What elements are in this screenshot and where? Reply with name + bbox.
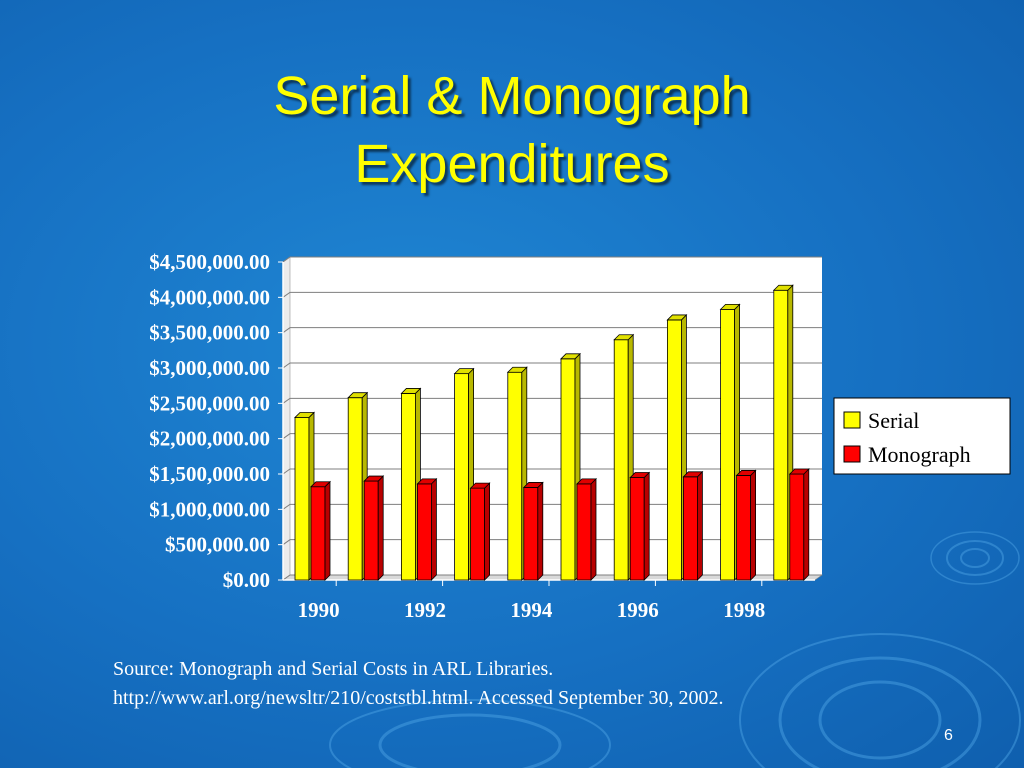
y-tick-label: $2,000,000.00 bbox=[149, 427, 270, 451]
source-line-2: http://www.arl.org/newsltr/210/coststbl.… bbox=[113, 687, 724, 709]
gridline bbox=[282, 433, 822, 440]
plot-side-wall bbox=[282, 256, 291, 581]
gridline bbox=[282, 362, 822, 369]
bar-monograph-1991 bbox=[363, 475, 385, 581]
bar-serial-1998 bbox=[719, 303, 741, 581]
bar-monograph-1998 bbox=[735, 469, 757, 581]
x-tick-label: 1994 bbox=[510, 598, 553, 622]
bar-monograph-1997 bbox=[682, 470, 704, 581]
bar-monograph-1996 bbox=[629, 471, 651, 581]
legend bbox=[833, 397, 1011, 475]
slide-title-line-2: Expenditures bbox=[354, 134, 670, 194]
x-tick-label: 1990 bbox=[298, 598, 340, 622]
gridline bbox=[282, 327, 822, 334]
bar-monograph-1993 bbox=[469, 482, 491, 581]
bar-monograph-1990 bbox=[310, 480, 331, 581]
y-tick-label: $0.00 bbox=[223, 568, 270, 592]
gridline bbox=[282, 397, 822, 404]
y-tick-label: $1,500,000.00 bbox=[149, 462, 270, 486]
y-tick-label: $3,000,000.00 bbox=[149, 356, 270, 380]
legend-swatch-monograph bbox=[843, 445, 861, 463]
gridline bbox=[282, 291, 822, 298]
slide-title: Serial & Monograph Expenditures bbox=[0, 62, 1024, 198]
page-number: 6 bbox=[944, 727, 953, 744]
gridline bbox=[282, 256, 822, 263]
y-tick-label: $4,000,000.00 bbox=[149, 285, 270, 309]
source-citation: Source: Monograph and Serial Costs in AR… bbox=[113, 655, 723, 713]
x-tick-label: 1992 bbox=[404, 598, 446, 622]
bar-monograph-1994 bbox=[522, 481, 544, 581]
bar-monograph-1992 bbox=[416, 477, 438, 581]
y-tick-label: $3,500,000.00 bbox=[149, 321, 270, 345]
y-tick-label: $500,000.00 bbox=[165, 533, 270, 557]
y-tick-label: $2,500,000.00 bbox=[149, 391, 270, 415]
x-tick-label: 1996 bbox=[617, 598, 659, 622]
bar-monograph-1999 bbox=[788, 468, 810, 581]
legend-swatch-serial bbox=[843, 411, 861, 429]
slide-title-line-1: Serial & Monograph bbox=[273, 66, 751, 126]
x-tick-label: 1998 bbox=[723, 598, 765, 622]
y-tick-label: $4,500,000.00 bbox=[149, 250, 270, 274]
bar-monograph-1995 bbox=[576, 477, 597, 581]
legend-label-serial: Serial bbox=[868, 408, 919, 433]
source-line-1: Source: Monograph and Serial Costs in AR… bbox=[113, 658, 554, 680]
legend-label-monograph: Monograph bbox=[868, 442, 971, 467]
gridline bbox=[282, 468, 822, 475]
y-tick-label: $1,000,000.00 bbox=[149, 497, 270, 521]
